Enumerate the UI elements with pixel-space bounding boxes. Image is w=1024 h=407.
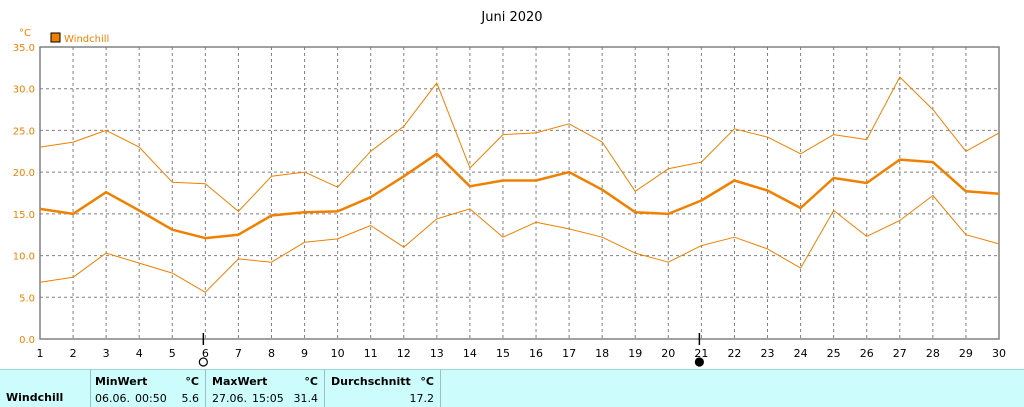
x-tick-label: 4	[136, 347, 143, 360]
legend-label: Windchill	[64, 34, 109, 45]
y-tick-label: 35.0	[13, 43, 35, 54]
x-tick-label: 6	[202, 347, 209, 360]
x-tick-label: 7	[235, 347, 242, 360]
y-tick-label: 0.0	[19, 335, 35, 346]
y-tick-label: 15.0	[13, 210, 35, 221]
x-tick-label: 5	[169, 347, 176, 360]
x-tick-label: 27	[893, 347, 907, 360]
max-value: 31.4	[293, 392, 319, 405]
x-tick-label: 8	[268, 347, 275, 360]
windchill-chart: Juni 2020 °C Windchill 0.0 5.0 10.0 15.0 20.…	[13, 10, 1006, 367]
summary-table: Windchill MinWert °C 06.06. 00:50 5.6 Ma…	[0, 369, 1024, 407]
legend-swatch	[50, 32, 61, 43]
full-moon-icon	[198, 357, 208, 367]
x-tick-label: 29	[959, 347, 973, 360]
x-tick-label: 9	[301, 347, 308, 360]
x-tick-label: 30	[992, 347, 1006, 360]
x-tick-label: 26	[860, 347, 874, 360]
x-tick-label: 23	[761, 347, 775, 360]
y-tick-label: 5.0	[19, 293, 35, 304]
new-moon-icon	[694, 357, 704, 367]
y-axis-unit: °C	[19, 28, 31, 39]
avg-header: Durchschnitt	[331, 375, 411, 388]
x-tick-label: 24	[794, 347, 808, 360]
summary-row-label: Windchill	[6, 391, 64, 404]
avg-value: 17.2	[409, 392, 435, 405]
avg-cell: Durchschnitt °C 17.2	[324, 370, 441, 407]
max-header: MaxWert	[212, 375, 268, 388]
x-tick-label: 2	[70, 347, 77, 360]
x-tick-label: 22	[727, 347, 741, 360]
max-cell: MaxWert °C 27.06. 15:05 31.4	[205, 370, 324, 407]
series-line-max	[39, 76, 1000, 212]
min-cell: MinWert °C 06.06. 00:50 5.6	[90, 370, 205, 407]
x-tick-label: 20	[661, 347, 675, 360]
x-tick-label: 11	[364, 347, 378, 360]
min-time: 00:50	[135, 392, 167, 405]
x-tick-label: 25	[827, 347, 841, 360]
series-line-mean	[39, 152, 1000, 240]
y-tick-label: 25.0	[13, 126, 35, 137]
x-tick-label: 21	[694, 347, 708, 360]
series-line-min	[39, 195, 1000, 293]
x-tick-label: 14	[463, 347, 477, 360]
x-tick-label: 17	[562, 347, 576, 360]
y-tick-label: 30.0	[13, 85, 35, 96]
max-time: 15:05	[252, 392, 284, 405]
y-tick-label: 10.0	[13, 252, 35, 263]
x-tick-label: 18	[595, 347, 609, 360]
x-tick-label: 16	[529, 347, 543, 360]
min-unit: °C	[185, 375, 199, 388]
chart-title: Juni 2020	[480, 10, 542, 25]
x-tick-label: 1	[37, 347, 44, 360]
x-tick-label: 28	[926, 347, 940, 360]
x-tick-label: 15	[496, 347, 510, 360]
y-tick-label: 20.0	[13, 168, 35, 179]
avg-unit: °C	[420, 375, 434, 388]
x-tick-label: 12	[397, 347, 411, 360]
x-tick-label: 3	[103, 347, 110, 360]
min-header: MinWert	[95, 375, 148, 388]
max-date: 27.06.	[212, 392, 247, 405]
x-tick-label: 19	[628, 347, 642, 360]
min-value: 5.6	[181, 392, 200, 405]
x-tick-label: 10	[331, 347, 345, 360]
min-date: 06.06.	[95, 392, 130, 405]
x-tick-label: 13	[430, 347, 444, 360]
plot-frame	[39, 46, 1000, 340]
max-unit: °C	[304, 375, 318, 388]
